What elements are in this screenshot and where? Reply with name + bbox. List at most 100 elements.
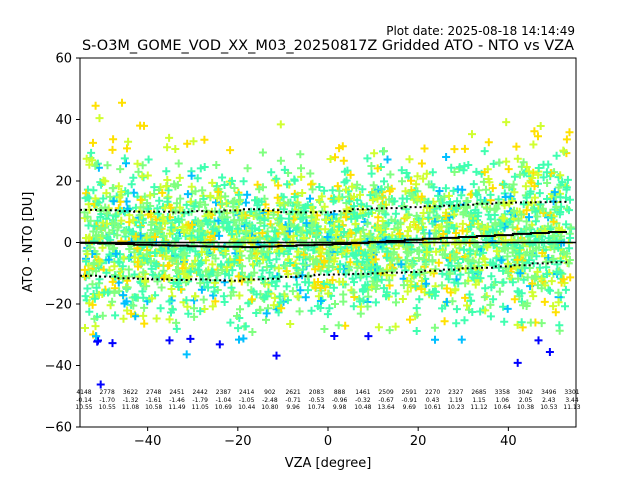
scatter-point bbox=[139, 268, 148, 277]
scatter-point bbox=[552, 151, 561, 160]
scatter-point bbox=[460, 245, 468, 254]
scatter-point bbox=[525, 213, 533, 222]
scatter-point bbox=[405, 155, 414, 164]
scatter-point bbox=[152, 259, 161, 268]
scatter-point bbox=[323, 233, 332, 241]
scatter-point bbox=[558, 178, 567, 187]
scatter-point bbox=[407, 176, 415, 185]
scatter-point bbox=[332, 230, 341, 239]
scatter-point bbox=[95, 290, 103, 299]
scatter-point bbox=[272, 255, 281, 264]
scatter-point bbox=[345, 197, 354, 206]
scatter-point bbox=[295, 253, 304, 262]
scatter-point bbox=[108, 184, 117, 193]
scatter-point bbox=[124, 137, 133, 146]
scatter-point bbox=[399, 281, 408, 290]
scatter-point bbox=[448, 297, 457, 306]
scatter-point bbox=[252, 211, 261, 220]
scatter-point bbox=[97, 204, 106, 213]
scatter-point bbox=[92, 332, 101, 341]
scatter-point bbox=[424, 197, 433, 206]
scatter-point bbox=[202, 206, 211, 215]
scatter-point bbox=[226, 146, 235, 155]
scatter-point bbox=[85, 160, 94, 169]
bin-stat-counts: 2327 bbox=[448, 389, 463, 396]
scatter-point bbox=[555, 321, 564, 330]
scatter-point bbox=[346, 170, 355, 179]
scatter-point bbox=[404, 247, 413, 256]
scatter-point bbox=[335, 222, 343, 231]
scatter-point bbox=[544, 234, 553, 243]
scatter-point bbox=[147, 264, 156, 273]
bin-stat-counts: 2270 bbox=[425, 389, 440, 396]
scatter-point bbox=[339, 277, 347, 286]
scatter-point bbox=[202, 217, 211, 226]
scatter-point bbox=[451, 286, 460, 295]
scatter-point bbox=[289, 232, 298, 240]
scatter-point bbox=[91, 194, 100, 203]
stat-lines bbox=[80, 200, 576, 282]
scatter-point bbox=[158, 213, 167, 222]
scatter-point bbox=[294, 201, 303, 210]
scatter-point bbox=[81, 292, 90, 301]
scatter-point bbox=[424, 180, 433, 189]
scatter-point bbox=[134, 167, 143, 176]
scatter-point bbox=[162, 252, 171, 261]
scatter-point bbox=[342, 213, 351, 222]
bin-stat-counts: 888 bbox=[334, 389, 346, 396]
scatter-point bbox=[356, 190, 364, 199]
scatter-point bbox=[487, 283, 496, 292]
scatter-point bbox=[236, 305, 244, 314]
scatter-point bbox=[385, 326, 394, 335]
scatter-point bbox=[329, 283, 338, 292]
scatter-point bbox=[214, 187, 223, 196]
scatter-point bbox=[403, 277, 412, 285]
scatter-point bbox=[293, 292, 302, 301]
scatter-point bbox=[228, 197, 237, 206]
scatter-point bbox=[397, 166, 406, 175]
scatter-point bbox=[91, 161, 100, 170]
scatter-point bbox=[519, 158, 528, 167]
scatter-point bbox=[211, 207, 220, 216]
bin-stat-means: -0.32 bbox=[355, 397, 371, 404]
scatter-point bbox=[296, 150, 305, 159]
scatter-point bbox=[105, 228, 114, 237]
scatter-point bbox=[566, 273, 575, 282]
bin-stat-means: -1.04 bbox=[216, 397, 232, 404]
scatter-point bbox=[198, 186, 207, 195]
scatter-point bbox=[196, 307, 205, 316]
scatter-point bbox=[566, 234, 575, 242]
scatter-point bbox=[238, 262, 247, 271]
scatter-point bbox=[422, 169, 431, 178]
scatter-point bbox=[251, 196, 259, 205]
scatter-point bbox=[339, 156, 348, 165]
scatter-point bbox=[445, 269, 454, 278]
scatter-point bbox=[89, 138, 97, 147]
scatter-point bbox=[320, 202, 329, 211]
scatter-point bbox=[491, 220, 500, 229]
scatter-point bbox=[103, 234, 112, 242]
scatter-point bbox=[422, 248, 431, 257]
scatter-point bbox=[288, 207, 297, 216]
scatter-point bbox=[82, 189, 91, 198]
scatter-point bbox=[265, 268, 274, 277]
scatter-point bbox=[371, 284, 380, 293]
scatter-point bbox=[480, 293, 489, 302]
scatter-point bbox=[413, 310, 422, 319]
scatter-point bbox=[377, 185, 386, 194]
plot-date: Plot date: 2025-08-18 14:14:49 bbox=[386, 24, 575, 38]
scatter-point bbox=[329, 197, 338, 206]
scatter-point bbox=[435, 187, 444, 195]
scatter-point bbox=[80, 208, 89, 217]
scatter-point bbox=[314, 262, 323, 271]
scatter-point bbox=[441, 184, 450, 193]
scatter-point bbox=[534, 336, 543, 345]
scatter-point bbox=[142, 250, 151, 259]
scatter-point bbox=[141, 277, 150, 286]
scatter-point bbox=[109, 135, 118, 144]
scatter-point bbox=[508, 244, 517, 253]
scatter-point bbox=[457, 335, 466, 344]
scatter-point bbox=[445, 200, 454, 209]
scatter-point bbox=[534, 132, 542, 141]
scatter-point bbox=[336, 265, 345, 273]
